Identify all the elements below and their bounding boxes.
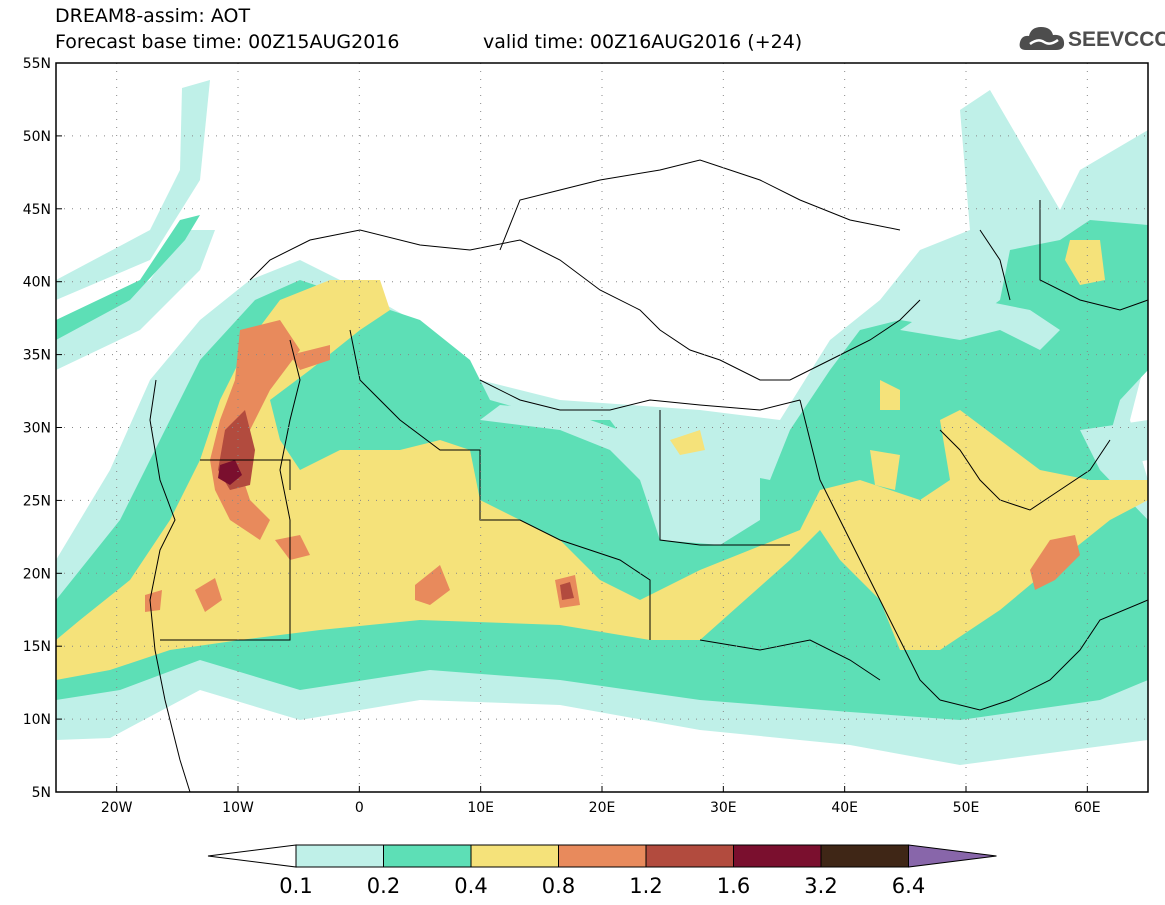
lat-tick-label: 20N <box>23 566 51 582</box>
colorbar <box>207 844 997 868</box>
lat-tick-label: 45N <box>23 202 51 218</box>
lat-tick-label: 55N <box>23 56 51 72</box>
longitude-labels: 20W 10W 0 10E 20E 30E 40E 50E 60E <box>101 786 1101 816</box>
lon-tick-label: 40E <box>831 800 858 816</box>
lat-tick-label: 5N <box>32 785 51 801</box>
latitude-labels: 55N 50N 45N 40N 35N 30N 25N 20N 15N 10N 5N <box>23 56 62 801</box>
lon-tick-label: 20W <box>101 800 133 816</box>
colorbar-segment <box>470 844 559 868</box>
lat-tick-label: 25N <box>23 493 51 509</box>
colorbar-segment <box>645 844 734 868</box>
colorbar-segment <box>733 844 822 868</box>
cloud-icon <box>1019 27 1065 50</box>
lon-tick-label: 20E <box>589 800 616 816</box>
colorbar-segment <box>295 844 384 868</box>
lat-tick-label: 15N <box>23 639 51 655</box>
colorbar-label: 0.8 <box>542 874 575 898</box>
colorbar-label: 1.6 <box>717 874 750 898</box>
lon-tick-label: 0 <box>355 800 364 816</box>
colorbar-high-triangle <box>908 844 997 868</box>
lat-tick-label: 10N <box>23 712 51 728</box>
colorbar-segment <box>558 844 647 868</box>
forecast-base-time: Forecast base time: 00Z15AUG2016 <box>55 31 400 53</box>
colorbar-segment <box>820 844 909 868</box>
logo-text: SEEVCCC <box>1068 28 1165 51</box>
valid-time: valid time: 00Z16AUG2016 (+24) <box>483 31 803 53</box>
colorbar-label: 0.4 <box>454 874 487 898</box>
colorbar-label: 0.2 <box>367 874 400 898</box>
lon-tick-label: 60E <box>1074 800 1101 816</box>
colorbar-low-triangle <box>207 844 297 868</box>
lon-tick-label: 50E <box>953 800 980 816</box>
lat-tick-label: 30N <box>23 421 51 437</box>
aot-field <box>56 63 1148 792</box>
coastlines <box>149 159 1148 792</box>
lat-tick-label: 35N <box>23 348 51 364</box>
lon-tick-label: 30E <box>710 800 737 816</box>
lat-tick-label: 50N <box>23 129 51 145</box>
colorbar-segment <box>383 844 472 868</box>
colorbar-label: 0.1 <box>279 874 312 898</box>
lon-tick-label: 10E <box>467 800 494 816</box>
colorbar-label: 3.2 <box>804 874 837 898</box>
lat-tick-label: 40N <box>23 275 51 291</box>
colorbar-label: 6.4 <box>892 874 925 898</box>
map-title: DREAM8-assim: AOT <box>55 5 251 27</box>
seevccc-logo: SEEVCCC <box>1018 20 1165 56</box>
colorbar-labels: 0.1 0.2 0.4 0.8 1.2 1.6 3.2 6.4 <box>279 874 925 898</box>
lon-tick-label: 10W <box>222 800 254 816</box>
colorbar-label: 1.2 <box>629 874 662 898</box>
